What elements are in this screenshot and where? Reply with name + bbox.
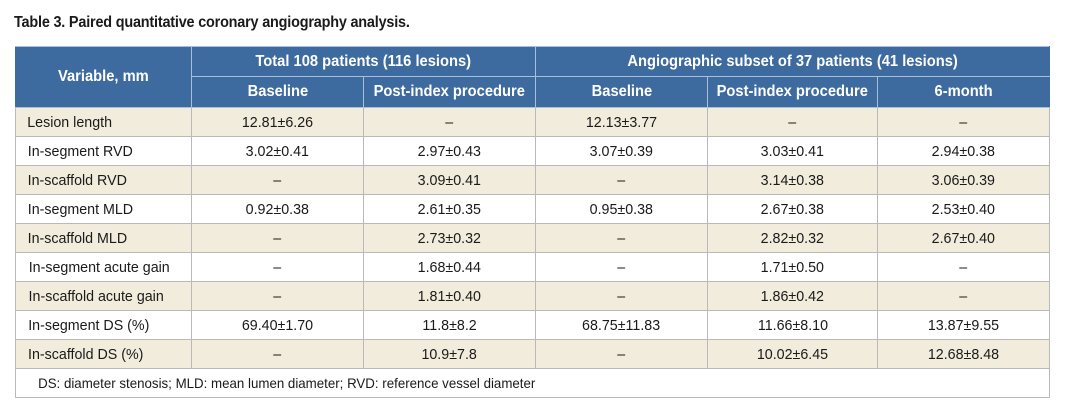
table-cell: 68.75±11.83 [535, 310, 709, 340]
table-cell: 3.14±0.38 [707, 165, 879, 195]
row-label: Lesion length [15, 107, 192, 137]
row-label: In-scaffold RVD [15, 165, 192, 195]
table-row: In-scaffold DS (%) – 10.9±7.8 – 10.02±6.… [15, 339, 1051, 369]
table-cell: 1.68±0.44 [362, 252, 537, 282]
row-label: In-scaffold DS (%) [15, 339, 192, 369]
table-cell: – [535, 223, 709, 253]
table-row: In-scaffold acute gain – 1.81±0.40 – 1.8… [15, 281, 1051, 311]
table-cell: – [191, 281, 364, 311]
table-row: In-scaffold RVD – 3.09±0.41 – 3.14±0.38 … [15, 165, 1051, 195]
table-cell: – [362, 107, 537, 137]
table-cell: – [535, 165, 709, 195]
table-cell: 2.97±0.43 [362, 136, 537, 166]
table-cell: 3.06±0.39 [877, 165, 1051, 195]
table-cell: 1.81±0.40 [362, 281, 537, 311]
table-cell: 11.8±8.2 [362, 310, 537, 340]
table-cell: – [535, 252, 709, 282]
table-cell: 13.87±9.55 [877, 310, 1051, 340]
table-cell: – [707, 107, 879, 137]
table-cell: – [877, 252, 1051, 282]
qca-table: Variable, mm Total 108 patients (116 les… [14, 46, 1051, 398]
header-col-post-index-subset: Post-index procedure [707, 76, 879, 108]
table-cell: – [191, 165, 364, 195]
table-caption: Table 3. Paired quantitative coronary an… [14, 14, 410, 31]
table-row: In-scaffold MLD – 2.73±0.32 – 2.82±0.32 … [15, 223, 1051, 253]
table-cell: – [877, 107, 1051, 137]
header-col-baseline-subset: Baseline [535, 76, 709, 108]
table-cell: 1.86±0.42 [707, 281, 879, 311]
table-cell: 1.71±0.50 [707, 252, 879, 282]
table-cell: 2.82±0.32 [707, 223, 879, 253]
row-label: In-scaffold acute gain [15, 281, 192, 311]
table-cell: 3.07±0.39 [535, 136, 709, 166]
table-cell: 10.9±7.8 [362, 339, 537, 369]
table-row: In-segment MLD 0.92±0.38 2.61±0.35 0.95±… [15, 194, 1051, 224]
header-group-angiographic-subset: Angiographic subset of 37 patients (41 l… [535, 46, 1051, 77]
table-row: In-segment acute gain – 1.68±0.44 – 1.71… [15, 252, 1051, 282]
table-cell: – [535, 339, 709, 369]
table-row: In-segment DS (%) 69.40±1.70 11.8±8.2 68… [15, 310, 1051, 340]
table-cell: 10.02±6.45 [707, 339, 879, 369]
row-label: In-scaffold MLD [15, 223, 192, 253]
table-cell: 69.40±1.70 [191, 310, 364, 340]
table-cell: – [535, 281, 709, 311]
table-cell: 12.81±6.26 [191, 107, 364, 137]
row-label: In-segment DS (%) [15, 310, 192, 340]
row-label: In-segment MLD [15, 194, 192, 224]
row-label: In-segment RVD [15, 136, 192, 166]
table-cell: 2.53±0.40 [877, 194, 1051, 224]
table-cell: 11.66±8.10 [707, 310, 879, 340]
table-cell: 2.61±0.35 [362, 194, 537, 224]
table-cell: 12.68±8.48 [877, 339, 1051, 369]
table-cell: 3.09±0.41 [362, 165, 537, 195]
table-cell: 12.13±3.77 [535, 107, 709, 137]
table-cell: 2.73±0.32 [362, 223, 537, 253]
table-cell: – [191, 339, 364, 369]
header-col-6-month: 6-month [877, 76, 1051, 108]
table-cell: 0.95±0.38 [535, 194, 709, 224]
table-cell: 3.02±0.41 [191, 136, 364, 166]
table-cell: 2.67±0.40 [877, 223, 1051, 253]
footnote-row: DS: diameter stenosis; MLD: mean lumen d… [14, 368, 1051, 398]
table-cell: 0.92±0.38 [191, 194, 364, 224]
header-variable: Variable, mm [15, 46, 192, 108]
table-cell: 2.94±0.38 [877, 136, 1051, 166]
header-col-post-index-total: Post-index procedure [362, 76, 537, 108]
table-cell: – [191, 252, 364, 282]
table-cell: 2.67±0.38 [707, 194, 879, 224]
table-cell: – [191, 223, 364, 253]
header-group-total: Total 108 patients (116 lesions) [190, 46, 537, 77]
table-row: Lesion length 12.81±6.26 – 12.13±3.77 – … [15, 107, 1051, 137]
table-row: In-segment RVD 3.02±0.41 2.97±0.43 3.07±… [15, 136, 1051, 166]
table-cell: – [877, 281, 1051, 311]
header-col-baseline-total: Baseline [191, 76, 364, 108]
table-cell: 3.03±0.41 [707, 136, 879, 166]
table-footnote: DS: diameter stenosis; MLD: mean lumen d… [14, 368, 1051, 398]
row-label: In-segment acute gain [15, 252, 192, 282]
